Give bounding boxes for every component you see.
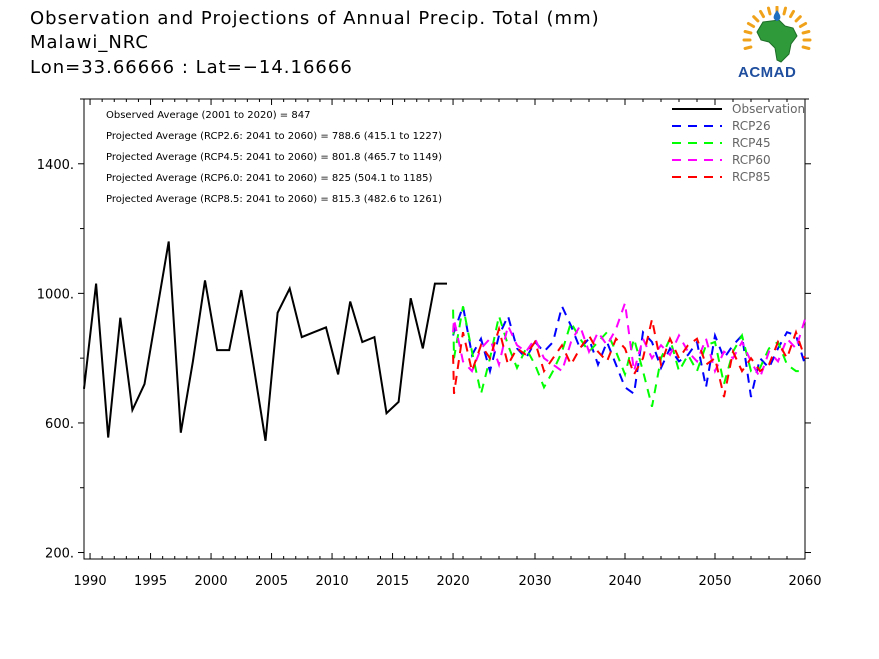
sun-ray [798,22,808,28]
x-tick-label: 1990 [74,574,107,589]
sun-ray [752,15,760,23]
sun-ray [746,22,756,28]
annotation-line: Observed Average (2001 to 2020) = 847 [106,110,310,121]
legend: Observation RCP26 RCP45 RCP60 RCP85 [672,102,805,184]
x-tick-label: 2040 [608,574,641,589]
y-tick-label: 1000. [37,287,74,302]
chart-subtitle: Malawi_NRC [30,32,149,53]
y-tick-label: 600. [45,417,74,432]
sun-ray [767,6,772,16]
sun-ray [794,15,802,23]
annotation-line: Projected Average (RCP8.5: 2041 to 2060)… [106,194,442,205]
series-line-rcp85 [452,319,806,398]
sun-ray [801,45,811,50]
sun-ray [743,45,753,50]
x-tick-label: 2005 [255,574,288,589]
x-tick-label: 1995 [134,574,167,589]
axis-ticks: 200. 600. 1000. 1400. 1990 1995 2000 2005 2010 20… [37,98,822,589]
acmad-logo-icon [742,6,812,63]
annotation-line: Projected Average (RCP4.5: 2041 to 2060)… [106,152,442,163]
x-tick-label: 2020 [437,574,470,589]
series-line-observation [83,241,447,441]
plot-border [83,98,806,560]
legend-label: RCP45 [732,136,771,150]
x-tick-label: 2000 [195,574,228,589]
series-line-rcp60 [452,302,806,381]
sun-ray [801,30,811,35]
legend-label: RCP26 [732,119,771,133]
sun-ray [789,9,795,19]
water-drop-icon [773,10,781,21]
x-tick-label: 2060 [788,574,821,589]
annotation-line: Projected Average (RCP2.6: 2041 to 2060)… [106,131,442,142]
legend-label: RCP85 [732,170,771,184]
chart-title: Observation and Projections of Annual Pr… [30,8,600,29]
x-tick-label: 2015 [376,574,409,589]
y-tick-label: 200. [45,547,74,562]
annotations: Observed Average (2001 to 2020) = 847 Pro… [106,110,442,205]
series-layer [83,241,806,441]
africa-map-icon [756,19,798,63]
sun-ray [759,9,765,19]
coordinates-label: Lon=33.66666 : Lat=−14.16666 [30,57,353,78]
sun-ray [743,30,753,35]
annotation-line: Projected Average (RCP6.0: 2041 to 2060)… [106,173,433,184]
series-line-rcp26 [452,302,806,398]
legend-label: Observation [732,102,805,116]
logo-text: ACMAD [738,64,797,81]
sun-ray [782,6,787,16]
legend-label: RCP60 [732,153,771,167]
x-tick-label: 2010 [316,574,349,589]
y-tick-label: 1400. [37,158,74,173]
sun-rays-icon [742,6,812,50]
x-tick-label: 2030 [518,574,551,589]
x-tick-label: 2050 [698,574,731,589]
plot-frame [83,98,806,560]
